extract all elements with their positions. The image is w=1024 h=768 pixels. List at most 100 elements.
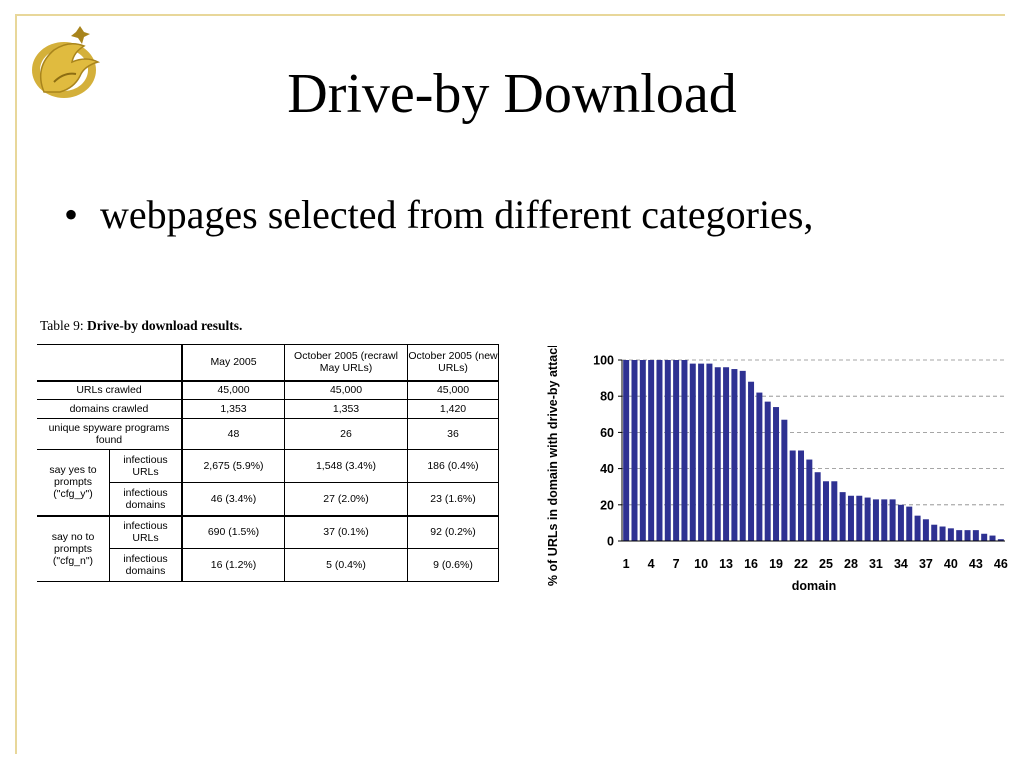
chart-bar (723, 367, 730, 541)
chart-bar (773, 407, 780, 541)
table-caption-title: Drive-by download results. (87, 318, 243, 333)
chart-y-tick-label: 0 (607, 535, 614, 549)
chart-bar (731, 369, 738, 541)
chart-bar (698, 363, 705, 541)
table-cell: 16 (1.2%) (181, 548, 285, 582)
chart-x-tick-label: 28 (844, 557, 858, 571)
table-cell: 1,548 (3.4%) (284, 449, 408, 483)
chart-bar (748, 381, 755, 541)
chart-y-tick-label: 40 (600, 462, 614, 476)
chart-bars (623, 360, 1004, 541)
table-cell: 26 (284, 418, 408, 450)
slide-frame-top (15, 14, 1005, 16)
chart-bar (956, 530, 963, 541)
chart-bar (656, 360, 663, 541)
chart-bar (706, 363, 713, 541)
slide-frame-left (15, 14, 17, 754)
chart-x-tick-label: 40 (944, 557, 958, 571)
table-cell: 5 (0.4%) (284, 548, 408, 582)
table-caption-prefix: Table 9: (40, 318, 84, 333)
chart-bar (847, 495, 854, 541)
chart-x-tick-label: 7 (673, 557, 680, 571)
chart-bar (981, 533, 988, 541)
chart-bar (831, 481, 838, 541)
chart-bar (639, 360, 646, 541)
chart-bar (972, 530, 979, 541)
chart-bar (856, 495, 863, 541)
chart-y-tick-label: 100 (593, 354, 614, 368)
group-label: say no to prompts ("cfg_n") (37, 514, 110, 582)
chart-y-axis-label: % of URLs in domain with drive-by attack… (546, 346, 560, 586)
chart-bar (906, 506, 913, 541)
chart-x-tick-label: 31 (869, 557, 883, 571)
chart-bar (806, 459, 813, 541)
table-cell: 46 (3.4%) (181, 482, 285, 516)
bullet-dot-icon: • (64, 192, 79, 237)
chart-bar (881, 499, 888, 541)
table-cell: 186 (0.4%) (407, 449, 499, 483)
chart-x-tick-label: 10 (694, 557, 708, 571)
chart-bar (922, 519, 929, 541)
chart-x-tick-label: 4 (648, 557, 655, 571)
table-header-cell: May 2005 (181, 344, 285, 381)
table-cell: 45,000 (407, 379, 499, 400)
chart-x-tick-label: 37 (919, 557, 933, 571)
chart-bar (872, 499, 879, 541)
table-cell: 9 (0.6%) (407, 548, 499, 582)
table-row: URLs crawled 45,000 45,000 45,000 (37, 379, 499, 400)
chart-x-ticks: 1 4 7 10 13 16 19 22 25 28 31 34 37 40 43 46 (623, 557, 1008, 571)
table-cell: 45,000 (181, 379, 285, 400)
chart-bar (947, 528, 954, 541)
chart-bar (631, 360, 638, 541)
chart-x-tick-label: 25 (819, 557, 833, 571)
table-row: domains crawled 1,353 1,353 1,420 (37, 399, 499, 419)
table-cell: 45,000 (284, 379, 408, 400)
chart-x-tick-label: 13 (719, 557, 733, 571)
chart-x-tick-label: 19 (769, 557, 783, 571)
table-cell: 48 (181, 418, 285, 450)
bullet-text: webpages selected from different categor… (100, 192, 814, 237)
group-label: say yes to prompts ("cfg_y") (37, 449, 110, 516)
chart-bar (822, 481, 829, 541)
chart-x-tick-label: 22 (794, 557, 808, 571)
table-header-cell: October 2005 (recrawl May URLs) (284, 344, 408, 381)
table-cell: 27 (2.0%) (284, 482, 408, 516)
table-cell: 1,353 (181, 399, 285, 419)
chart-bar (939, 526, 946, 541)
chart-bar (714, 367, 721, 541)
chart-grid (622, 359, 1005, 506)
chart-bar (781, 419, 788, 541)
row-label: domains crawled (37, 399, 183, 419)
chart-bar (931, 524, 938, 541)
table-row: infectious domains 16 (1.2%) 5 (0.4%) 9 … (37, 548, 499, 582)
chart-bar (689, 363, 696, 541)
table-row: say no to prompts ("cfg_n") infectious U… (37, 514, 499, 582)
chart-x-tick-label: 46 (994, 557, 1008, 571)
slide-title: Drive-by Download (287, 63, 737, 125)
chart-bar (756, 392, 763, 541)
row-label: unique spyware programs found (37, 418, 183, 450)
chart-bar (964, 530, 971, 541)
chart-bar (623, 360, 630, 541)
table-row: unique spyware programs found 48 26 36 (37, 418, 499, 450)
table-corner-cell (37, 344, 183, 381)
chart-bar (814, 472, 821, 541)
table-header-row: May 2005 October 2005 (recrawl May URLs)… (37, 344, 499, 381)
chart-bar (839, 492, 846, 541)
pegasus-logo-icon (32, 26, 101, 98)
chart-bar (764, 401, 771, 541)
table-cell: 1,420 (407, 399, 499, 419)
chart-bar (897, 504, 904, 541)
table-header-cell: October 2005 (new URLs) (407, 344, 499, 381)
chart-y-tick-label: 60 (600, 426, 614, 440)
row-label: infectious URLs (109, 449, 183, 483)
chart-bar (664, 360, 671, 541)
chart-bar (997, 539, 1004, 541)
table-cell: 2,675 (5.9%) (181, 449, 285, 483)
drive-by-bar-chart: 0 20 40 60 80 100 1 4 7 10 13 16 19 22 25 28 31 34 37 40 43… (546, 346, 1008, 593)
row-label: infectious domains (109, 482, 183, 516)
chart-x-tick-label: 43 (969, 557, 983, 571)
table-cell: 36 (407, 418, 499, 450)
chart-y-ticks: 0 20 40 60 80 100 (593, 354, 622, 549)
chart-bar (798, 450, 805, 541)
